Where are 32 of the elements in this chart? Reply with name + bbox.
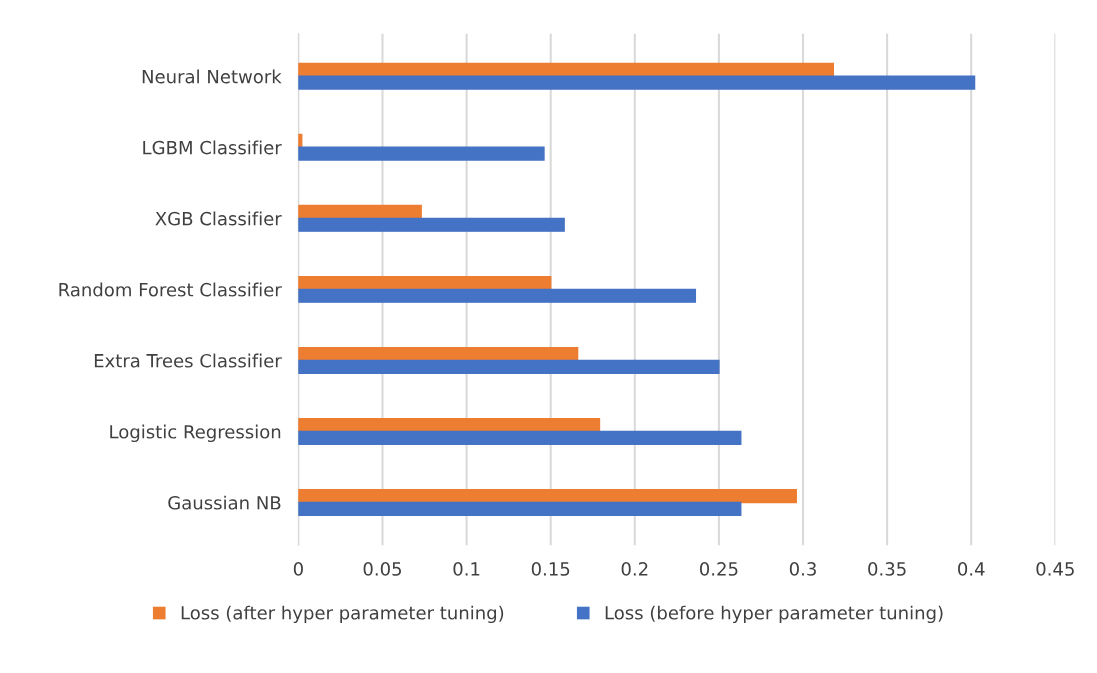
y-tick-label: XGB Classifier bbox=[155, 211, 282, 226]
y-tick-label: Random Forest Classifier bbox=[59, 282, 282, 297]
x-tick-label: 0.2 bbox=[621, 562, 648, 576]
x-tick-label: 0.15 bbox=[531, 562, 570, 576]
bar bbox=[298, 489, 797, 504]
bar bbox=[298, 217, 565, 232]
bar bbox=[298, 417, 601, 433]
x-tick-label: 0 bbox=[293, 562, 303, 576]
x-tick-label: 0.05 bbox=[363, 562, 402, 576]
bar bbox=[298, 146, 545, 161]
y-tick-label: Logistic Regression bbox=[110, 424, 281, 443]
bar bbox=[298, 430, 742, 445]
x-tick-label: 0.4 bbox=[958, 562, 985, 576]
bar bbox=[298, 275, 552, 291]
bar bbox=[298, 346, 579, 362]
bar bbox=[298, 62, 834, 77]
x-tick-label: 0.45 bbox=[1036, 562, 1074, 576]
bar bbox=[298, 204, 422, 220]
bar bbox=[298, 501, 742, 516]
y-tick-label: Gaussian NB bbox=[168, 495, 281, 510]
y-tick-label: Extra Trees Classifier bbox=[94, 353, 282, 368]
y-tick-label: LGBM Classifier bbox=[143, 140, 282, 155]
bar bbox=[298, 288, 697, 303]
y-tick-label: Neural Network bbox=[142, 69, 282, 84]
x-tick-label: 0.35 bbox=[868, 562, 906, 576]
x-tick-label: 0.25 bbox=[699, 562, 738, 576]
legend-label: Loss (before hyper parameter tuning) bbox=[605, 605, 943, 624]
x-tick-label: 0.3 bbox=[789, 562, 816, 576]
bar bbox=[298, 75, 976, 90]
bar bbox=[298, 359, 720, 374]
legend-label: Loss (after hyper parameter tuning) bbox=[181, 605, 504, 624]
x-tick-label: 0.1 bbox=[453, 562, 480, 576]
